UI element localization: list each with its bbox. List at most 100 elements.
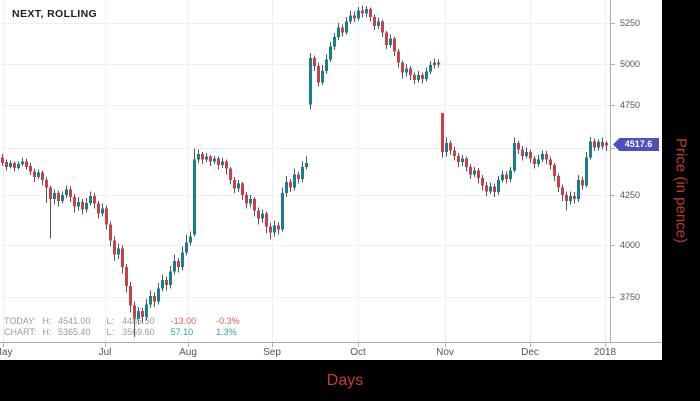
candle-body bbox=[441, 113, 444, 153]
candle-body bbox=[189, 236, 192, 243]
y-tick-mark bbox=[611, 64, 615, 65]
y-tick-label: 3750 bbox=[620, 292, 641, 302]
x-tick-label: Nov bbox=[436, 347, 454, 358]
candle-body bbox=[197, 153, 200, 160]
candle-body bbox=[285, 181, 288, 194]
candle-body bbox=[129, 286, 132, 306]
y-tick-mark bbox=[611, 148, 615, 149]
candle-body bbox=[37, 172, 40, 178]
candle-body bbox=[105, 208, 108, 225]
candle-body bbox=[193, 159, 196, 235]
candle-body bbox=[489, 186, 492, 192]
candle-body bbox=[177, 260, 180, 268]
candle-body bbox=[29, 165, 32, 172]
candle-body bbox=[165, 279, 168, 286]
y-tick-mark bbox=[611, 245, 615, 246]
candle-body bbox=[561, 187, 564, 196]
candle-body bbox=[541, 153, 544, 160]
candle-body bbox=[17, 164, 20, 168]
candle-body bbox=[513, 143, 516, 171]
candle-body bbox=[25, 161, 28, 167]
candle-body bbox=[101, 208, 104, 214]
candle-body bbox=[593, 141, 596, 148]
candle-body bbox=[45, 179, 48, 188]
candle-body bbox=[589, 141, 592, 158]
today-summary-row: TODAY: H: 4541.00 L: 4486.50 -13.00 -0.3… bbox=[4, 316, 240, 327]
x-tick-mark bbox=[272, 343, 273, 347]
candle-body bbox=[457, 155, 460, 163]
candle-body bbox=[353, 15, 356, 19]
candle-body bbox=[445, 143, 448, 153]
candle-body bbox=[325, 59, 328, 71]
candle-body bbox=[477, 170, 480, 179]
y-tick-label: 4250 bbox=[620, 190, 641, 200]
candle-body bbox=[121, 248, 124, 268]
candle-body bbox=[117, 248, 120, 255]
x-tick-mark bbox=[358, 343, 359, 347]
candle-body bbox=[573, 196, 576, 199]
candle-body bbox=[41, 172, 44, 180]
candle-body bbox=[149, 295, 152, 305]
candle-body bbox=[221, 161, 224, 165]
price-axis[interactable]: 4517.6 5250500047504500425040003750 bbox=[610, 0, 663, 360]
candle-body bbox=[5, 162, 8, 167]
candle-body bbox=[405, 68, 408, 73]
candle-body bbox=[481, 178, 484, 186]
candle-body bbox=[257, 210, 260, 219]
right-frame: Price (in pence) bbox=[662, 0, 700, 401]
x-tick-label: 2018 bbox=[593, 347, 617, 358]
candle-body bbox=[213, 158, 216, 162]
candle-body bbox=[393, 38, 396, 52]
candle-body bbox=[97, 203, 100, 214]
x-tick-label: May bbox=[0, 347, 13, 358]
candle-body bbox=[549, 159, 552, 165]
chart-change-value: 57.10 bbox=[170, 327, 194, 337]
candle-body bbox=[361, 10, 364, 14]
candle-body bbox=[109, 224, 112, 241]
candle-body bbox=[537, 159, 540, 165]
today-low-key: L: bbox=[106, 316, 115, 326]
chart-canvas[interactable]: NEXT, ROLLING TODAY: H: 4541.00 L: 4486.… bbox=[0, 0, 610, 342]
candle-body bbox=[485, 185, 488, 192]
candle-body bbox=[281, 193, 284, 230]
candle-body bbox=[529, 152, 532, 159]
candle-body bbox=[345, 21, 348, 33]
candle-body bbox=[329, 46, 332, 60]
candle-body bbox=[421, 75, 424, 80]
time-axis[interactable]: May Jul Aug Sep Oct Nov Dec 2018 bbox=[0, 342, 662, 361]
candle-body bbox=[21, 161, 24, 165]
x-tick-label: Aug bbox=[179, 347, 197, 358]
x-axis-title: Days bbox=[326, 371, 364, 389]
x-tick-mark bbox=[3, 343, 4, 347]
candle-body bbox=[525, 152, 528, 156]
x-tick-mark bbox=[530, 343, 531, 347]
candle-body bbox=[217, 158, 220, 165]
candle-body bbox=[229, 168, 232, 180]
candle-body bbox=[137, 311, 140, 320]
candle-body bbox=[77, 201, 80, 207]
x-tick-mark bbox=[188, 343, 189, 347]
candle-body bbox=[305, 163, 308, 167]
candle-body bbox=[349, 15, 352, 22]
candle-body bbox=[373, 16, 376, 27]
candle-body bbox=[225, 161, 228, 169]
candlestick-plot[interactable] bbox=[0, 0, 610, 342]
candle-body bbox=[61, 195, 64, 201]
candle-body bbox=[201, 153, 204, 160]
today-change-value: -13.00 bbox=[170, 316, 197, 326]
candle-body bbox=[89, 196, 92, 203]
candle-body bbox=[585, 157, 588, 186]
candle-body bbox=[157, 288, 160, 302]
candle-body bbox=[429, 65, 432, 72]
candle-body bbox=[245, 195, 248, 204]
candle-body bbox=[461, 158, 464, 163]
today-high-value: 4541.00 bbox=[58, 316, 91, 326]
today-change-pct: -0.3% bbox=[216, 316, 240, 326]
candle-body bbox=[173, 260, 176, 272]
candle-body bbox=[497, 179, 500, 193]
candle-body bbox=[169, 271, 172, 286]
candle-body bbox=[601, 142, 604, 147]
candle-body bbox=[53, 193, 56, 199]
candle-body bbox=[577, 179, 580, 199]
